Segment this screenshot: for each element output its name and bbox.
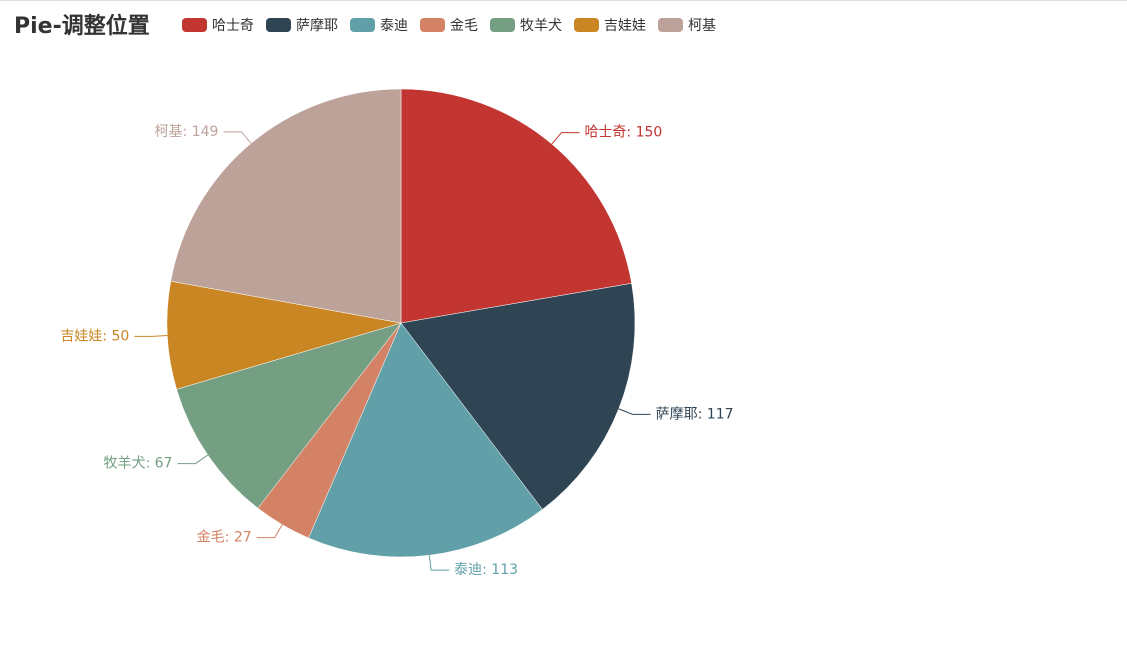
data-label: 金毛: 27: [197, 530, 252, 546]
pie-slice: [170, 88, 402, 324]
data-label: 牧羊犬: 67: [103, 456, 172, 472]
legend-label: 吉娃娃: [604, 18, 646, 34]
legend-swatch: [658, 18, 683, 32]
data-label: 柯基: 149: [155, 123, 219, 140]
data-label: 哈士奇: 150: [584, 124, 662, 141]
legend-label: 泰迪: [380, 18, 408, 34]
label-line: [177, 454, 209, 465]
label-line: [223, 131, 252, 144]
label-line: [551, 132, 580, 145]
legend-label: 牧羊犬: [520, 18, 562, 34]
label-line: [256, 524, 283, 539]
chart-title: Pie-调整位置: [14, 13, 150, 39]
legend-swatch: [182, 18, 207, 32]
legend-label: 柯基: [688, 17, 716, 34]
data-label: 吉娃娃: 50: [60, 328, 129, 344]
legend-swatch: [490, 18, 515, 32]
pie-slice: [166, 280, 402, 390]
pie-slice: [400, 283, 636, 510]
legend-swatch: [420, 18, 445, 32]
label-line: [428, 555, 450, 571]
legend-swatch: [574, 18, 599, 32]
legend-label: 哈士奇: [212, 17, 254, 34]
legend-swatch: [350, 18, 375, 32]
legend-swatch: [266, 18, 291, 32]
legend-label: 金毛: [450, 18, 478, 34]
label-line: [618, 408, 651, 415]
legend-label: 萨摩耶: [296, 17, 338, 34]
data-label: 泰迪: 113: [454, 562, 518, 578]
label-line: [134, 335, 168, 337]
data-label: 萨摩耶: 117: [656, 405, 734, 422]
pie-slice: [176, 322, 402, 509]
